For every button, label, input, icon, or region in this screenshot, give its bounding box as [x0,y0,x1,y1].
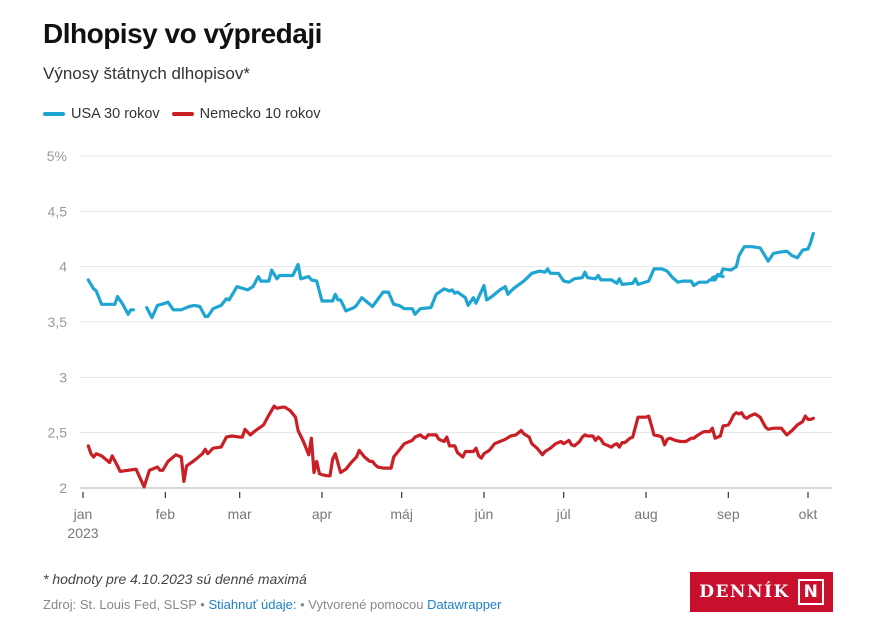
x-tick-label: júl [556,506,571,522]
chart-title: Dlhopisy vo výpredaji [43,18,322,49]
x-axis-ticks: jan 2023 feb mar apr máj jún júl aug sep okt [67,492,817,541]
footnote: * hodnoty pre 4.10.2023 sú denné maximá [43,571,307,587]
download-data-link[interactable]: Stiahnuť údaje: [208,597,297,612]
y-tick-label: 4 [59,259,67,275]
x-tick-label: apr [312,506,333,522]
y-tick-label: 2 [59,480,67,496]
legend: USA 30 rokov Nemecko 10 rokov [43,106,333,122]
y-tick-label: 5% [47,148,67,164]
legend-item-germany: Nemecko 10 rokov [171,106,321,122]
separator-1: • [200,597,205,612]
x-tick-label: jan [73,506,93,522]
created-with-text: Vytvorené pomocou [308,597,424,612]
legend-item-usa: USA 30 rokov [43,106,160,122]
series-line-usa-30y-segment-2 [710,231,815,280]
y-tick-label: 4,5 [48,203,68,219]
source-text: Zdroj: St. Louis Fed, SLSP [43,597,197,612]
x-tick-label: mar [228,506,252,522]
x-tick-label: feb [156,506,176,522]
separator-2: • [300,597,305,612]
legend-label-usa: USA 30 rokov [71,106,160,122]
line-chart: 2 2,5 3 3,5 4 4,5 5% jan 2023 feb mar apr máj jún júl… [47,148,832,541]
legend-swatch-usa-icon [43,112,65,116]
series-lines [86,231,815,489]
y-tick-label: 2,5 [48,425,68,441]
series-line-usa-30y-segment-1 [145,262,725,320]
x-tick-label: máj [390,506,413,522]
legend-swatch-germany-icon [171,112,194,116]
x-tick-label: okt [799,506,818,522]
x-tick-sublabel: 2023 [67,525,98,541]
x-tick-label: aug [634,506,657,522]
logo-text: DENNÍK [699,582,790,602]
grid-lines [80,155,832,489]
series-line-germany-10y-segment-0 [86,404,815,489]
x-tick-label: sep [717,506,740,522]
datawrapper-link[interactable]: Datawrapper [427,597,502,612]
logo-n-icon: N [797,579,824,605]
legend-label-germany: Nemecko 10 rokov [199,106,321,122]
source-line: Zdroj: St. Louis Fed, SLSP • Stiahnuť úd… [43,597,502,612]
series-line-usa-30y-segment-0 [86,278,136,316]
y-tick-label: 3,5 [48,314,68,330]
chart-subtitle: Výnosy štátnych dlhopisov* [43,64,250,83]
y-axis-ticks: 2 2,5 3 3,5 4 4,5 5% [47,148,67,496]
y-tick-label: 3 [59,369,67,385]
x-tick-label: jún [474,506,494,522]
dennik-n-logo[interactable]: DENNÍK N [690,572,833,612]
